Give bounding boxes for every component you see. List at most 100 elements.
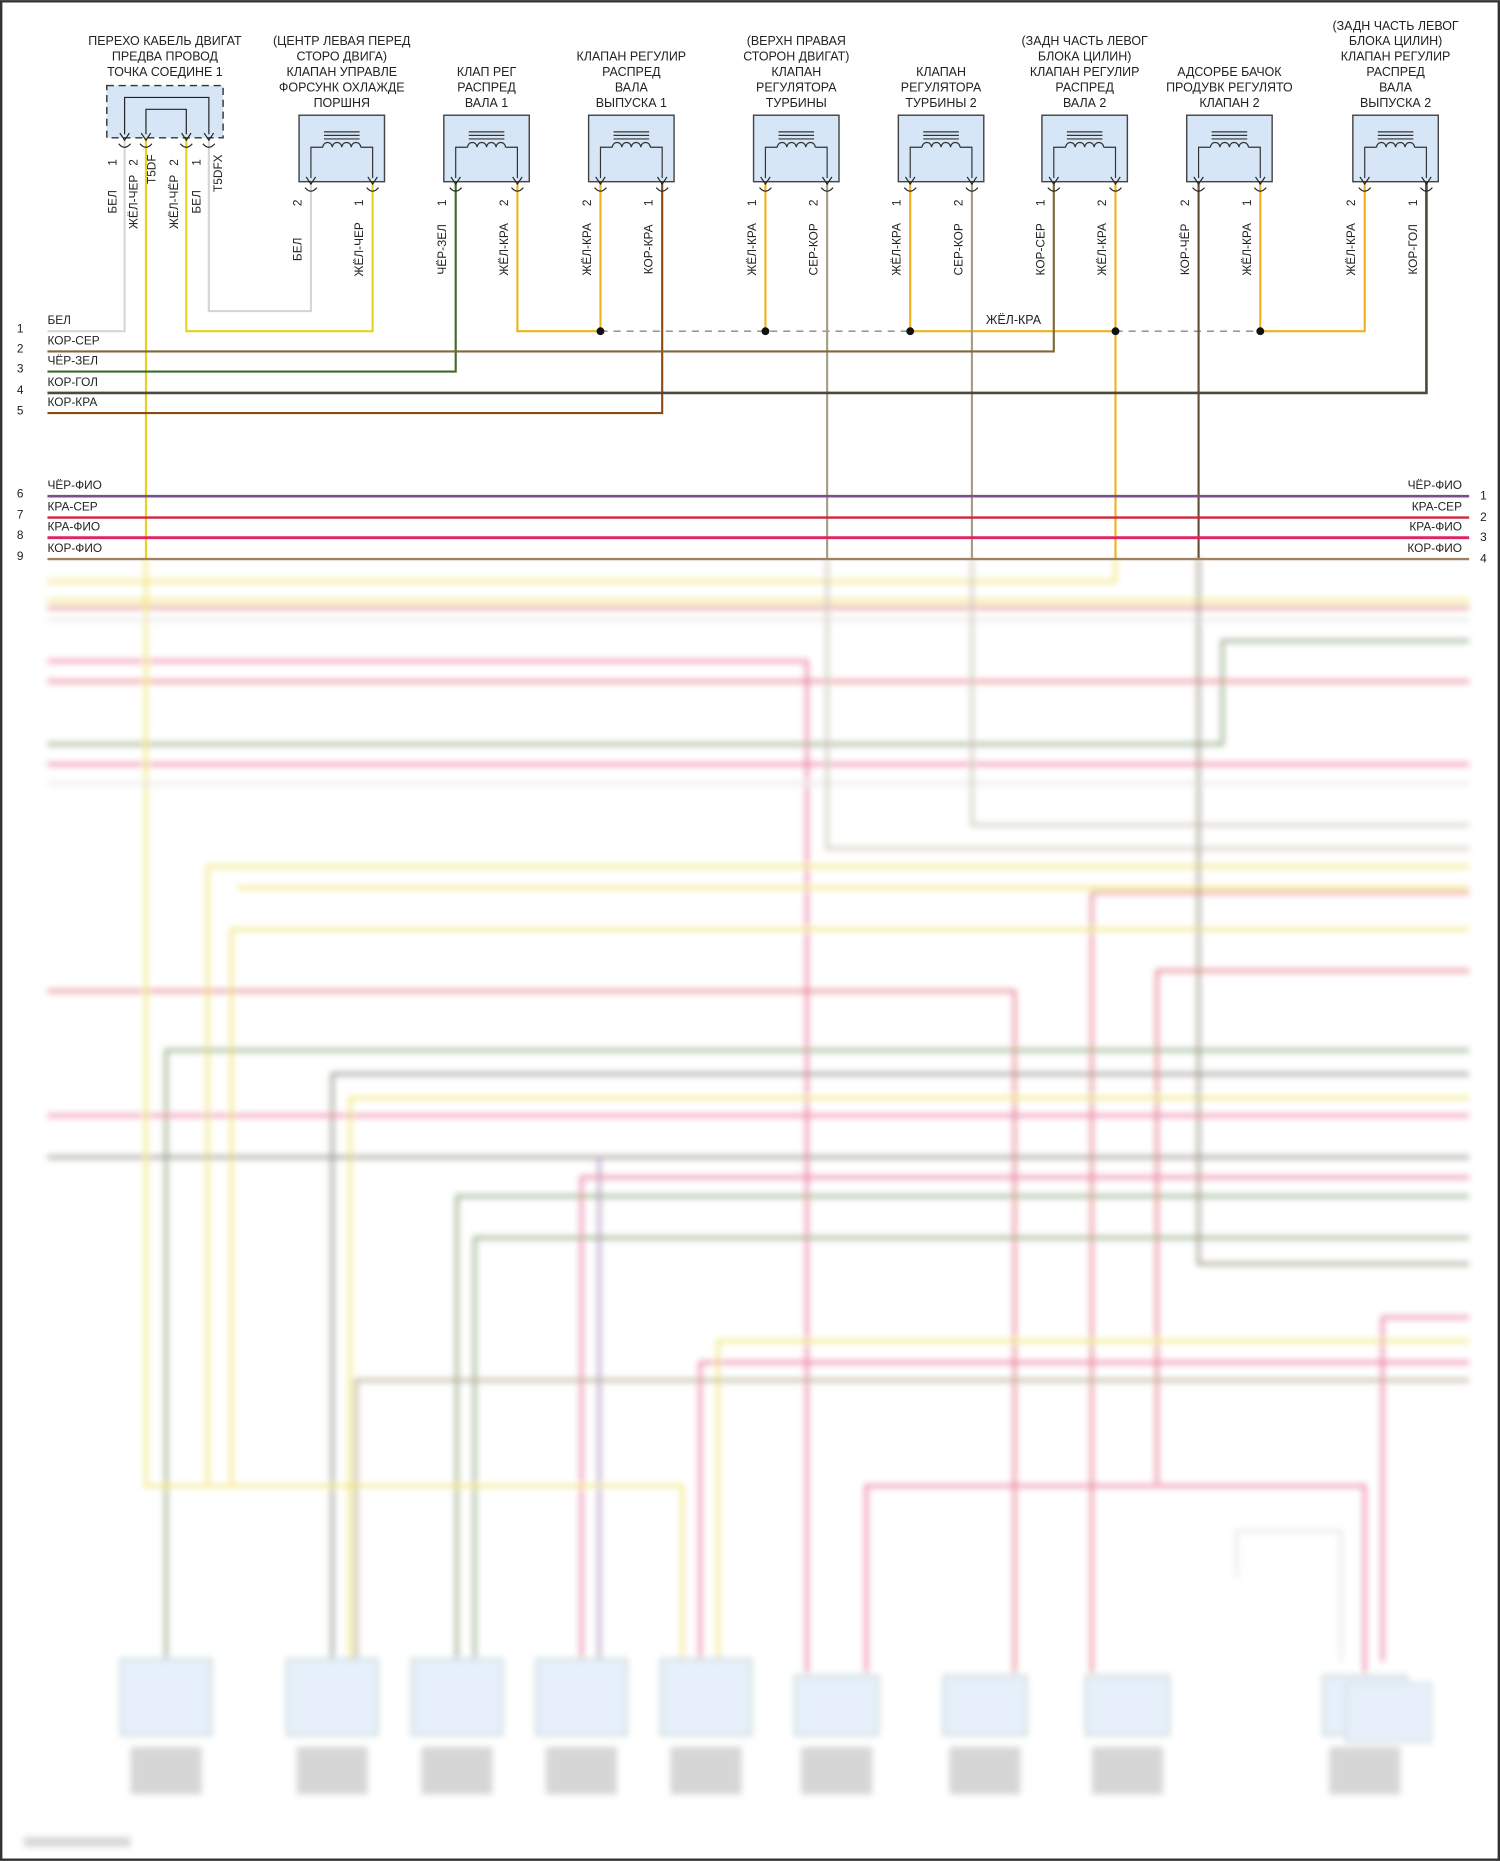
wire-label: ЖЁЛ-ЧЕР: [352, 222, 366, 276]
coil-lead: [310, 146, 323, 179]
component-title: РАСПРЕД: [1055, 80, 1114, 94]
wire-label: КОР-СЕР: [1033, 223, 1047, 275]
connector-bridge-inner: [145, 108, 187, 135]
pin-number: 1: [105, 159, 119, 166]
wire-zhel-kra: [516, 181, 601, 333]
coil-lead: [650, 146, 663, 179]
pin-socket-icon: [1253, 187, 1267, 192]
connector-box: [106, 84, 224, 139]
blurred-wire: [47, 639, 1470, 746]
pin-arrow-icon: [1193, 176, 1204, 186]
blurred-component-box: [660, 1658, 753, 1736]
component-title: КЛАПАН РЕГУЛИР: [1030, 65, 1140, 79]
row-wire-label-right: КРА-ФИО: [1409, 520, 1462, 534]
solenoid-coil-icon: [1375, 142, 1416, 148]
pin-socket-icon: [655, 187, 669, 192]
splice-dot: [1111, 327, 1120, 336]
wire-zhel-kra: [1259, 181, 1366, 333]
pin-arrow-icon: [367, 176, 378, 186]
blurred-lower-section: [23, 557, 1470, 1847]
wire-label: ЖЁЛ-КРА: [745, 223, 759, 276]
row-number: 2: [17, 342, 24, 356]
component-title: СТОРОН ДВИГАТ): [743, 50, 849, 64]
component-box: [443, 114, 530, 183]
splice-wire-label: ЖЁЛ-КРА: [986, 313, 1042, 327]
blurred-component-box: [1084, 1674, 1170, 1736]
wire-label: ЖЁЛ-КРА: [890, 223, 904, 276]
component-title: (ВЕРХН ПРАВАЯ: [747, 34, 846, 48]
pin-number: 1: [190, 159, 204, 166]
blurred-wire: [47, 659, 809, 1674]
pin-number: 2: [127, 159, 141, 166]
pin-socket-icon: [1047, 187, 1061, 192]
blurred-wire: [473, 1236, 1470, 1662]
blurred-component-label: [1329, 1746, 1401, 1795]
coil-lead: [1414, 146, 1428, 179]
wire-label: ЖЁЛ-КРА: [1240, 223, 1254, 276]
component-box: [1185, 114, 1273, 183]
blurred-wire: [455, 1194, 1470, 1662]
wire-label: СЕР-КОР: [951, 223, 965, 275]
connector-code: T5DFX: [211, 154, 225, 192]
coil-lead: [599, 146, 613, 179]
component-title: КЛАПАН РЕГУЛИР: [1341, 50, 1451, 64]
row-wire-label: КРА-СЕР: [47, 499, 97, 513]
wire-cher-zel-row3: [47, 181, 457, 373]
row-wire-label: КОР-КРА: [47, 395, 97, 409]
pin-number: 2: [1344, 199, 1358, 206]
blurred-wire: [1197, 557, 1470, 1266]
blurred-wire: [164, 1048, 1470, 1662]
pin-number: 1: [745, 199, 759, 206]
component-title: КЛАПАН УПРАВЛЕ: [286, 65, 397, 79]
component-title: ТУРБИНЫ: [766, 96, 827, 110]
row-wire-label: ЧЁР-ЗЕЛ: [47, 353, 98, 367]
coil-lead: [505, 146, 518, 179]
pin-arrow-icon: [966, 176, 978, 186]
blurred-wire: [206, 864, 1470, 1484]
component-title: РАСПРЕД: [602, 65, 661, 79]
pin-arrow-icon: [140, 132, 152, 142]
pin-number: 2: [1095, 199, 1109, 206]
component-title: ТУРБИНЫ 2: [905, 96, 976, 110]
blurred-wire: [864, 1484, 1367, 1674]
pin-number: 2: [167, 159, 181, 166]
component-title: ПРОДУВК РЕГУЛЯТО: [1166, 80, 1293, 94]
coil-lead: [1103, 146, 1117, 179]
component-title: КЛАПАН 2: [1199, 96, 1259, 110]
row-wire-label-right: ЧЁР-ФИО: [1408, 478, 1462, 492]
blurred-component-label: [296, 1746, 368, 1795]
wire-label: ЖЁЛ-ЧЕР: [127, 175, 141, 229]
blurred-wire: [716, 1339, 1470, 1662]
pin-socket-icon: [965, 187, 979, 192]
component-box: [587, 114, 675, 183]
wire-label: КОР-ЧЁР: [1178, 223, 1192, 275]
solenoid-valve-component: (ВЕРХН ПРАВАЯ СТОРОН ДВИГАТ)КЛАПАНРЕГУЛЯТ…: [743, 34, 849, 275]
pin-arrow-icon: [904, 176, 916, 186]
blurred-wire: [1235, 1529, 1343, 1662]
component-title: ВАЛА 1: [465, 96, 508, 110]
connector-code: T5DF: [144, 154, 158, 184]
component-title: ВАЛА: [1379, 80, 1413, 94]
blurred-component-box: [286, 1658, 379, 1736]
solenoid-valve-component: (ЗАДН ЧАСТЬ ЛЕВОГ БЛОКА ЦИЛИН)КЛАПАН РЕГУ…: [1022, 34, 1148, 275]
pin-arrow-icon: [181, 132, 192, 142]
component-title: РЕГУЛЯТОРА: [901, 80, 982, 94]
pin-arrow-icon: [1255, 176, 1266, 186]
component-box: [752, 114, 840, 183]
splice-dot: [596, 327, 605, 336]
wire-label: КОР-КРА: [642, 224, 656, 274]
pin-socket-icon: [449, 187, 463, 192]
component-box: [298, 114, 386, 183]
blurred-component-box: [535, 1658, 628, 1736]
component-title: КЛАПАН: [771, 65, 821, 79]
blurred-wire: [580, 1175, 1470, 1662]
component-title: ПОРШНЯ: [314, 96, 370, 110]
pin-socket-icon: [179, 143, 193, 148]
row-number-right: 3: [1480, 530, 1487, 544]
coil-lead: [960, 146, 973, 179]
pin-socket-icon: [594, 187, 607, 192]
component-title: (ЦЕНТР ЛЕВАЯ ПЕРЕД: [273, 34, 411, 48]
blurred-component-label: [1091, 1746, 1163, 1795]
